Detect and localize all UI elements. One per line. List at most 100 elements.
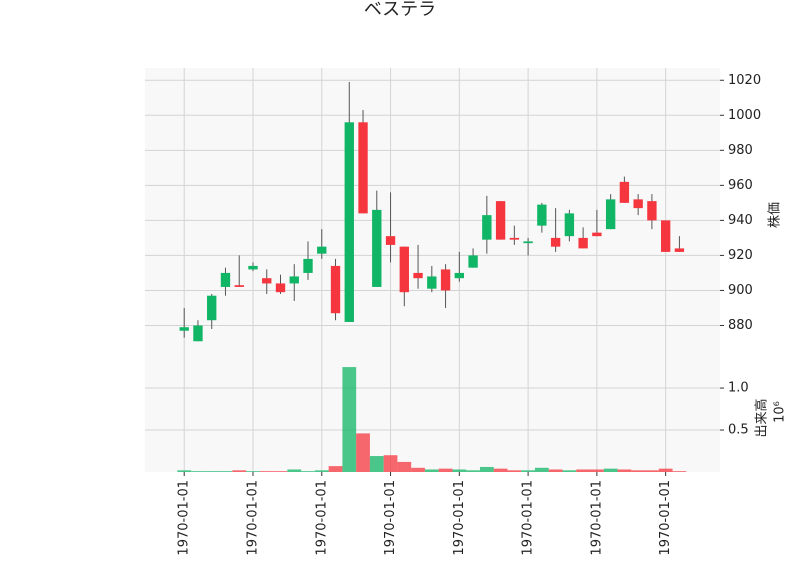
x-tick-label: 1970-01-01 [452,480,467,556]
volume-bar [246,471,260,472]
volume-bar [452,469,467,472]
volume-bar [177,470,192,472]
volume-bar [438,468,453,472]
volume-bar [603,468,618,472]
y-tick-label: 1000 [728,108,761,123]
candle-body [275,283,286,293]
volume-bar [466,470,480,472]
x-tick-label: 1970-01-01 [245,480,260,556]
chart-title: ベステラ [364,0,436,20]
volume-bar [672,471,687,472]
candle-body [660,220,671,252]
volume-bar [397,461,412,472]
candle-body [550,237,561,247]
candle-body [605,199,616,230]
candle-body [399,246,409,293]
candle-body [248,265,258,270]
candle-body [317,246,327,254]
candle-body [509,237,520,240]
x-tick-label: 1970-01-01 [589,480,604,556]
volume-bar [218,471,233,472]
candle-body [344,122,354,322]
candle-body [358,122,368,214]
volume-bar [273,471,288,472]
candle-body [468,255,478,268]
volume-bar [507,470,522,472]
candle-body [372,209,382,287]
candle-body [413,272,423,279]
volume-bar [562,470,577,472]
volume-offset-label: 10⁶ [773,401,788,423]
y-tick-label: 960 [728,178,753,193]
x-tick-label: 1970-01-01 [314,480,329,556]
candle-body [454,272,465,279]
volume-bar [328,466,343,472]
y-tick-label: 940 [728,213,753,228]
candle-body [647,201,657,221]
x-tick-label: 1970-01-01 [383,480,398,556]
y-tick-label: 900 [728,283,753,298]
y-tick-label: 920 [728,248,753,263]
volume-bar [493,468,508,472]
candle-body [495,201,506,240]
x-tick-label: 1970-01-01 [521,480,536,556]
candle-body [674,248,685,252]
volume-bar [548,469,563,472]
volume-bar [645,470,659,472]
y-axis-label: 株価 [768,202,783,228]
volume-bar [369,456,384,472]
volume-axis-label: 出来高 [754,398,770,437]
candle-body [385,236,396,245]
volume-bar [287,469,302,472]
candle-body [220,272,231,287]
volume-bar [617,469,632,472]
candle-body [440,269,451,291]
candle-body [193,325,203,342]
candle-body [564,213,575,237]
y-tick-label: 1020 [728,73,761,88]
candle-body [537,204,547,226]
volume-bar [411,467,425,472]
volume-bar [342,367,357,472]
volume-bar [301,471,315,472]
x-tick-label: 1970-01-01 [177,480,192,556]
x-tick-label: 1970-01-01 [658,480,673,556]
volume-bar [534,467,549,472]
y-tick-label: 880 [728,318,753,333]
price-panel [145,68,720,357]
volume-bar [658,468,673,472]
volume-bar [204,471,219,472]
candle-body [592,232,602,237]
candle-body [619,181,630,203]
volume-bar [259,471,274,472]
candle-body [633,199,643,209]
candle-body [578,237,588,249]
volume-bar [590,469,604,472]
candle-body [207,295,217,321]
candle-body [482,215,492,240]
volume-bar [521,470,535,472]
volume-bar [631,470,646,472]
volume-bar [191,471,205,472]
candle-body [234,285,244,287]
volume-bar [314,470,329,472]
volume-bar [356,433,370,472]
candle-body [289,276,299,284]
volume-bar [232,470,247,472]
volume-bar [383,455,398,472]
volume-bar [424,469,439,472]
candle-body [330,265,341,314]
volume-bar [576,469,591,472]
candle-body [523,241,533,244]
candle-body [262,278,272,284]
candle-body [303,258,313,273]
y-tick-label: 980 [728,143,753,158]
volume-panel [145,357,720,472]
y-tick-label: 0.5 [728,423,749,438]
y-tick-label: 1.0 [728,381,749,396]
volume-bar [479,466,494,472]
candle-body [179,327,189,331]
candle-body [427,276,437,289]
